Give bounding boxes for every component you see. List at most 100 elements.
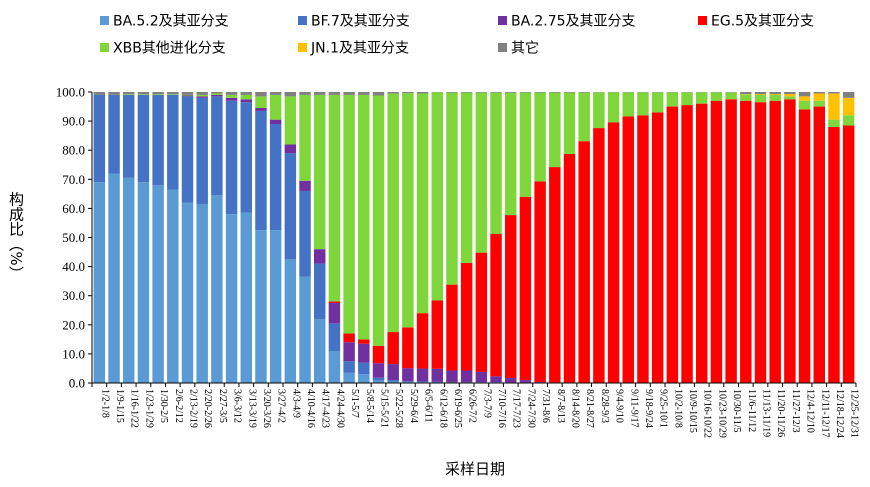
- x-tick-label-45: 11/13-11/19: [761, 389, 772, 437]
- bar-segment-4-37: [637, 92, 649, 116]
- x-tick-label-17: 5/1-5/7: [349, 389, 360, 418]
- bar-segment-2-17: [343, 342, 355, 362]
- bar-segment-2-8: [211, 94, 223, 97]
- bar-segment-3-29: [519, 196, 532, 381]
- x-tick-label-21: 5/29-6/4: [408, 389, 419, 423]
- bar-segment-2-25: [460, 370, 473, 383]
- x-axis: 1/2-1/8 1/9-1/15 1/16-1/22 1/23-1/29 1/30-2/…: [91, 382, 860, 438]
- bar-segment-4-2: [123, 94, 135, 95]
- bar-segment-4-35: [607, 92, 620, 123]
- legend-label-4: XBB其他进化分支: [113, 41, 226, 57]
- bar-segment-6-2: [123, 92, 135, 95]
- bar-segment-3-37: [637, 115, 649, 383]
- bar-segment-6-12: [269, 92, 282, 95]
- bar-segment-4-14: [299, 94, 311, 181]
- bar-segment-2-27: [490, 376, 502, 383]
- bar-segment-3-27: [490, 233, 502, 377]
- bar-segment-4-16: [328, 94, 341, 302]
- x-tick-label-43: 10/30-11/5: [731, 389, 742, 433]
- x-tick-label-11: 3/20-3/26: [261, 389, 272, 428]
- bar-segment-3-28: [505, 215, 517, 379]
- bar-segment-1-2: [123, 94, 135, 178]
- bar-segment-1-6: [181, 96, 194, 203]
- x-tick-label-51: 12/25-12/31: [849, 389, 860, 438]
- bar-segment-4-3: [137, 94, 150, 95]
- bar-segment-0-20: [387, 381, 399, 383]
- bar-segment-2-18: [358, 343, 370, 363]
- bar-segment-2-16: [328, 302, 341, 324]
- bar-segment-0-18: [358, 374, 370, 383]
- bar-segment-6-29: [519, 92, 532, 93]
- bar-segment-4-9: [225, 94, 238, 98]
- x-tick-label-0: 1/2-1/8: [99, 389, 110, 418]
- x-tick-label-18: 5/8-5/14: [364, 389, 375, 423]
- bar-segment-5-45: [754, 94, 767, 95]
- x-tick-label-47: 11/27-12/3: [790, 389, 801, 433]
- x-tick-label-40: 10/9-10/15: [687, 389, 698, 433]
- bar-segment-4-33: [578, 92, 590, 142]
- bar-segment-6-22: [416, 92, 429, 94]
- bar-segment-1-20: [387, 380, 399, 382]
- legend-swatch-2: [498, 16, 507, 25]
- bar-segment-4-27: [490, 92, 502, 234]
- bar-segment-2-20: [387, 364, 399, 381]
- bar-segment-2-14: [299, 180, 311, 191]
- bar-segment-6-46: [769, 92, 781, 95]
- bar-segment-2-7: [196, 96, 208, 98]
- legend-label-3: EG.5及其亚分支: [711, 14, 814, 30]
- bar-segment-0-15: [314, 318, 326, 383]
- bar-segment-4-41: [696, 92, 708, 104]
- bar-segment-3-31: [549, 167, 561, 383]
- bar-segment-4-12: [269, 94, 282, 120]
- bar-segment-6-48: [798, 92, 811, 97]
- bar-segment-1-9: [225, 100, 238, 215]
- bar-segment-6-0: [93, 92, 106, 95]
- x-tick-label-41: 10/16-10/22: [702, 389, 713, 438]
- x-tick-label-42: 10/23-10/29: [716, 389, 727, 438]
- bar-segment-4-25: [460, 92, 473, 263]
- bar-segment-3-26: [475, 252, 488, 372]
- bar-segment-6-21: [402, 92, 414, 94]
- bar-segment-6-26: [475, 92, 488, 93]
- bar-segment-6-18: [358, 92, 370, 95]
- bars: [93, 92, 855, 384]
- x-tick-label-49: 12/11-12/17: [819, 389, 830, 438]
- bar-segment-3-45: [754, 102, 767, 383]
- bar-segment-0-8: [211, 195, 223, 383]
- bar-segment-4-31: [549, 92, 561, 168]
- bar-segment-4-6: [181, 94, 194, 96]
- bar-segment-5-46: [769, 94, 781, 95]
- bar-segment-4-45: [754, 94, 767, 103]
- legend-label-5: JN.1及其亚分支: [310, 41, 409, 57]
- bar-segment-2-26: [475, 371, 488, 383]
- bar-segment-0-5: [167, 189, 179, 383]
- x-tick-label-38: 9/25-10/1: [658, 389, 669, 428]
- legend-label-6: 其它: [511, 40, 539, 57]
- bar-segment-1-5: [167, 94, 179, 190]
- y-tick-label-4: 40.0: [62, 259, 85, 274]
- x-tick-label-32: 8/14-8/20: [570, 389, 581, 428]
- x-tick-label-16: 4/24-4/30: [334, 389, 345, 428]
- legend-swatch-1: [298, 16, 307, 25]
- bar-segment-2-21: [402, 368, 414, 382]
- y-tick-label-5: 50.0: [62, 230, 85, 245]
- bar-segment-3-23: [431, 300, 443, 369]
- bar-segment-0-2: [123, 177, 135, 383]
- bar-segment-4-26: [475, 92, 488, 253]
- bar-segment-3-25: [460, 262, 473, 371]
- bar-segment-4-5: [167, 94, 179, 95]
- bar-segment-4-17: [343, 94, 355, 334]
- bar-segment-4-49: [813, 100, 825, 107]
- bar-segment-4-21: [402, 93, 414, 328]
- bar-segment-6-3: [137, 92, 150, 95]
- y-tick-label-7: 70.0: [62, 172, 85, 187]
- bar-segment-4-44: [740, 94, 752, 101]
- bar-segment-1-12: [269, 124, 282, 231]
- x-tick-label-25: 6/26-7/2: [467, 389, 478, 423]
- bar-segment-3-36: [622, 116, 634, 383]
- bar-segment-6-19: [372, 92, 385, 96]
- bar-segment-2-11: [255, 108, 267, 111]
- bar-segment-1-10: [240, 102, 252, 213]
- x-tick-label-5: 2/6-2/12: [173, 389, 184, 423]
- bar-segment-1-0: [93, 94, 106, 183]
